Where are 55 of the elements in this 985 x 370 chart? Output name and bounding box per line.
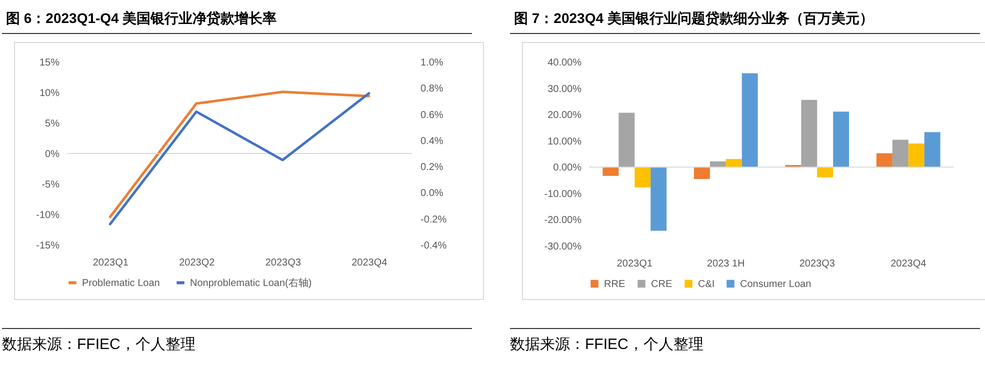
legend-label: Problematic Loan [82,278,160,289]
bar [817,167,834,178]
x-tick-label: 2023 1H [706,258,745,270]
y2-tick-label: 0.0% [420,188,444,200]
legend-label: RRE [604,278,626,290]
y-tick-label: 30.00% [548,84,582,95]
chart-title: 图 7：2023Q4 美国银行业问题贷款细分业务（百万美元） [510,4,980,34]
bar [694,167,710,179]
bar [892,140,908,168]
bar [634,167,651,188]
y2-tick-label: 1.0% [420,58,444,68]
y-tick-label: 0.00% [553,162,582,174]
y-tick-label: -10.00% [544,188,582,200]
y-tick-label: -5% [42,180,60,190]
y-tick-label: -15% [36,240,60,252]
source-note: 数据来源：FFIEC，个人整理 [2,328,472,354]
bar [908,143,924,168]
bar [602,167,619,176]
chart-title: 图 6：2023Q1-Q4 美国银行业净贷款增长率 [2,4,472,34]
x-tick-label: 2023Q4 [352,258,388,268]
y2-tick-label: 0.2% [420,162,444,174]
y2-tick-label: -0.4% [420,240,447,252]
bar [924,132,940,168]
y-tick-label: 0% [45,149,60,160]
legend-label: Consumer Loan [740,278,812,290]
bar [726,158,742,168]
bar [876,153,892,168]
bar [650,167,667,231]
y-tick-label: -10% [36,210,60,221]
bar [742,73,758,168]
x-tick-label: 2023Q3 [799,258,836,270]
legend-label: Nonproblematic Loan(右轴) [190,276,312,289]
bar [833,112,850,168]
legend-label: CRE [651,278,672,290]
y-tick-label: 5% [45,118,60,130]
y2-tick-label: 0.6% [420,110,444,121]
x-tick-label: 2023Q1 [92,258,129,268]
source-note: 数据来源：FFIEC，个人整理 [510,328,980,354]
y2-tick-label: 0.4% [420,136,444,147]
x-tick-label: 2023Q1 [616,258,653,270]
bar [618,112,635,168]
y-tick-label: -20.00% [544,215,582,226]
x-tick-label: 2023Q2 [179,258,216,268]
y-tick-label: 40.00% [548,58,582,68]
y-tick-label: 10.00% [548,136,582,148]
y-tick-label: 10% [39,88,60,99]
y2-tick-label: -0.2% [420,214,447,226]
y-tick-label: 15% [39,58,60,68]
y-tick-label: -30.00% [544,242,582,252]
bar [801,100,818,168]
y-tick-label: 20.00% [548,110,582,122]
y2-tick-label: 0.8% [420,84,444,95]
x-tick-label: 2023Q3 [265,258,302,268]
legend-label: C&I [698,278,715,290]
x-tick-label: 2023Q4 [890,258,927,270]
